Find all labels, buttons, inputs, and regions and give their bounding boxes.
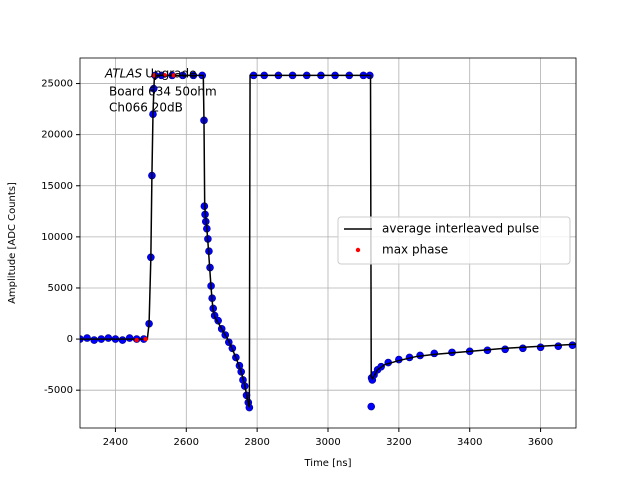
y-tick-label: 25000 — [41, 79, 73, 90]
x-tick-label: 3600 — [528, 437, 553, 448]
sample-dot — [519, 344, 527, 353]
legend-label: average interleaved pulse — [382, 222, 539, 236]
y-tick-label: 10000 — [41, 232, 73, 243]
sample-dot — [125, 334, 134, 342]
annotation: Upgrade — [145, 67, 196, 81]
x-tick-label: 2400 — [103, 437, 128, 448]
sample-dot — [83, 334, 91, 342]
plot-area — [80, 71, 576, 412]
max-phase-dot — [152, 73, 157, 78]
y-tick-label: 15000 — [41, 181, 73, 192]
sample-dot — [118, 336, 127, 344]
x-tick-label: 3400 — [457, 437, 482, 448]
y-tick-label: 0 — [67, 334, 73, 345]
x-tick-label: 2600 — [174, 437, 199, 448]
pulse-line — [80, 74, 576, 409]
sample-dot — [430, 349, 439, 358]
max-phase-dot — [162, 73, 168, 78]
x-tick-label: 3000 — [315, 437, 340, 448]
sample-dot — [501, 345, 509, 354]
legend-box — [337, 216, 571, 265]
x-axis-label: Time [ns] — [303, 458, 351, 469]
x-tick-label: 3200 — [386, 437, 411, 448]
max-phase-dot — [134, 337, 139, 343]
y-axis-label: Amplitude [ADC Counts] — [7, 182, 18, 304]
sample-dot — [367, 402, 376, 411]
y-tick-label: 5000 — [48, 283, 73, 294]
max-phase-dot — [171, 73, 177, 78]
annotation: Board 634 50ohm — [109, 85, 217, 99]
y-tick-label: 20000 — [41, 130, 73, 141]
legend-marker — [355, 247, 361, 253]
sample-dot — [554, 342, 563, 351]
sample-dot — [536, 343, 545, 352]
max-phase-dot — [143, 336, 148, 342]
y-tick-label: -5000 — [44, 385, 73, 396]
annotation: ATLAS — [104, 67, 143, 81]
legend-label: max phase — [382, 243, 448, 257]
sample-dot — [104, 334, 113, 342]
annotation: Ch066 20dB — [109, 101, 183, 115]
axes-frame — [79, 57, 577, 429]
sample-dot — [90, 336, 98, 344]
x-tick-label: 2800 — [244, 437, 269, 448]
